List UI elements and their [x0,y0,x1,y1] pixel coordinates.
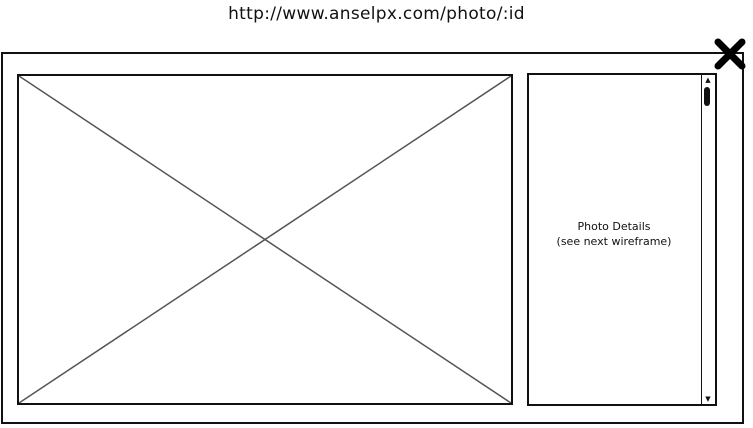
scroll-up-arrow-icon[interactable]: ▲ [705,76,711,84]
photo-details-title: Photo Details [577,220,651,233]
details-scrollbar[interactable]: ▲ ▼ [701,75,713,404]
close-button[interactable] [712,36,748,72]
photo-image-placeholder [17,74,513,405]
photo-details-note: (see next wireframe) [556,235,672,248]
photo-details-panel[interactable]: Photo Details (see next wireframe) ▲ ▼ [527,73,717,406]
image-placeholder-x [19,76,511,403]
photo-details-text: Photo Details (see next wireframe) [529,219,699,249]
scroll-thumb[interactable] [704,87,710,106]
url-label: http://www.anselpx.com/photo/:id [228,4,525,24]
close-icon[interactable] [712,36,748,72]
scroll-down-arrow-icon[interactable]: ▼ [705,395,711,403]
